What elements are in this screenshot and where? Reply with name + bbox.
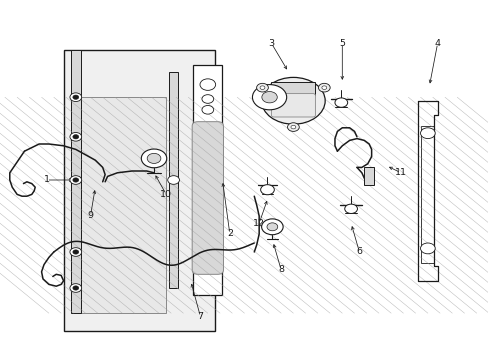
FancyBboxPatch shape bbox=[192, 122, 223, 274]
Circle shape bbox=[73, 135, 79, 139]
Circle shape bbox=[70, 93, 81, 102]
Bar bbox=[78, 97, 166, 313]
Circle shape bbox=[334, 98, 347, 107]
Text: 3: 3 bbox=[268, 39, 274, 48]
Bar bbox=[193, 65, 222, 295]
Text: 7: 7 bbox=[197, 312, 203, 321]
Circle shape bbox=[266, 223, 277, 231]
Circle shape bbox=[141, 149, 166, 168]
Circle shape bbox=[261, 77, 325, 124]
Circle shape bbox=[290, 125, 295, 129]
Circle shape bbox=[73, 95, 79, 99]
Circle shape bbox=[202, 105, 213, 114]
Circle shape bbox=[73, 286, 79, 290]
Circle shape bbox=[70, 176, 81, 184]
Circle shape bbox=[202, 95, 213, 103]
Text: 12: 12 bbox=[253, 219, 264, 228]
Circle shape bbox=[70, 284, 81, 292]
Circle shape bbox=[252, 85, 286, 110]
Circle shape bbox=[262, 91, 277, 103]
Bar bbox=[271, 82, 315, 95]
Circle shape bbox=[260, 86, 264, 90]
Text: 5: 5 bbox=[339, 39, 345, 48]
Circle shape bbox=[256, 84, 268, 92]
FancyBboxPatch shape bbox=[271, 94, 315, 117]
Text: 9: 9 bbox=[87, 211, 93, 220]
Circle shape bbox=[344, 204, 357, 213]
Bar bbox=[63, 50, 215, 331]
Text: 1: 1 bbox=[43, 175, 49, 184]
Circle shape bbox=[420, 128, 434, 139]
Circle shape bbox=[261, 219, 283, 235]
Text: 11: 11 bbox=[394, 168, 406, 177]
Circle shape bbox=[200, 79, 215, 90]
Bar bbox=[71, 50, 81, 313]
Bar bbox=[364, 167, 373, 185]
Circle shape bbox=[147, 153, 161, 163]
Text: 4: 4 bbox=[434, 39, 440, 48]
Circle shape bbox=[420, 243, 434, 254]
Circle shape bbox=[318, 84, 329, 92]
Circle shape bbox=[167, 176, 179, 184]
Circle shape bbox=[321, 86, 326, 90]
Bar bbox=[420, 126, 433, 263]
Circle shape bbox=[73, 250, 79, 254]
Circle shape bbox=[70, 248, 81, 256]
Text: 6: 6 bbox=[356, 248, 362, 256]
Bar bbox=[168, 72, 178, 288]
Circle shape bbox=[287, 123, 299, 131]
Text: 2: 2 bbox=[226, 230, 232, 239]
Circle shape bbox=[73, 178, 79, 182]
Circle shape bbox=[260, 185, 274, 195]
Circle shape bbox=[70, 132, 81, 141]
Text: 8: 8 bbox=[278, 266, 284, 274]
Text: 10: 10 bbox=[160, 190, 172, 199]
